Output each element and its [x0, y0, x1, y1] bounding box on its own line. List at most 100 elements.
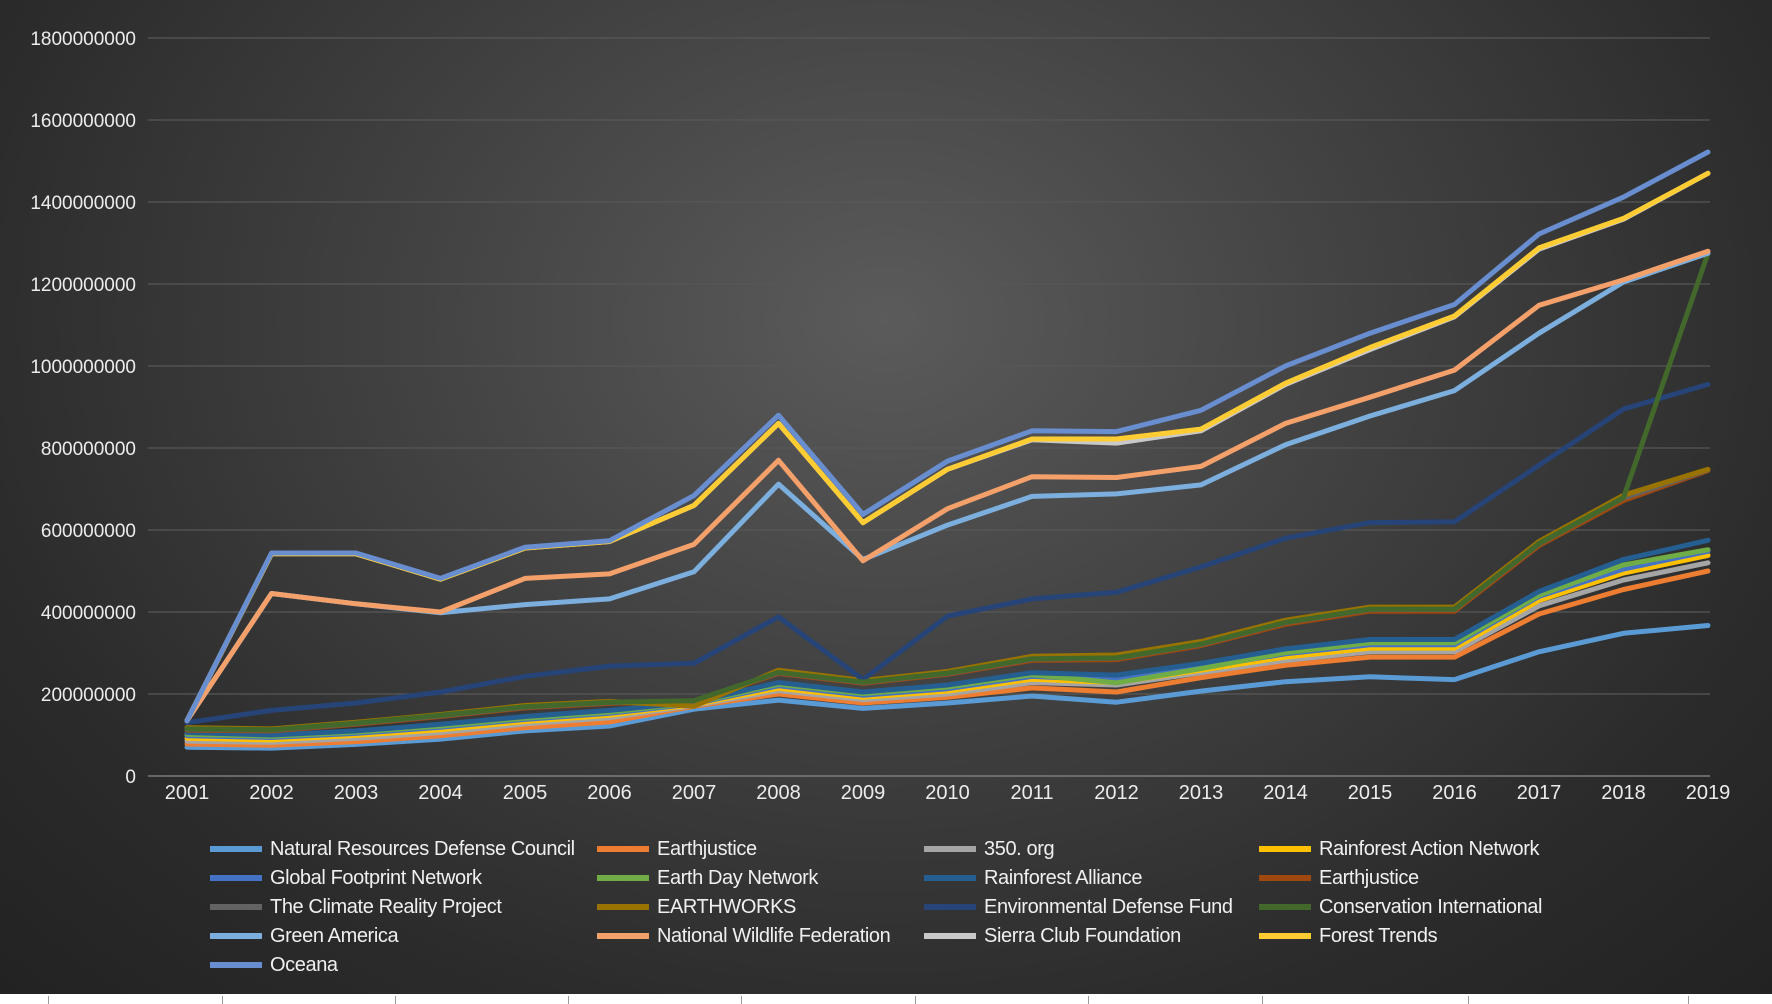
legend-item: Forest Trends: [1259, 925, 1659, 947]
legend-swatch: [210, 904, 262, 910]
x-tick-label: 2010: [925, 782, 970, 804]
legend-label: Earthjustice: [657, 837, 757, 860]
legend-item: Earthjustice: [1259, 867, 1659, 889]
legend-item: Conservation International: [1259, 896, 1659, 918]
legend-swatch: [924, 875, 976, 881]
sheet-grid-line: [1088, 996, 1089, 1004]
x-tick-label: 2012: [1094, 782, 1139, 804]
legend-label: The Climate Reality Project: [270, 895, 502, 918]
legend-item: Earth Day Network: [597, 867, 924, 889]
series-line-3: [184, 560, 1711, 745]
series-line-1: [184, 623, 1711, 751]
legend-label: Earthjustice: [1319, 866, 1419, 889]
legend-label: National Wildlife Federation: [657, 924, 891, 947]
legend-swatch: [210, 933, 262, 939]
legend-swatch: [597, 846, 649, 852]
legend-swatch: [924, 846, 976, 852]
y-tick-label: 1400000000: [30, 193, 136, 214]
x-tick-label: 2016: [1432, 782, 1477, 804]
x-tick-label: 2019: [1686, 782, 1731, 804]
legend-swatch: [924, 933, 976, 939]
legend-swatch: [597, 904, 649, 910]
legend-label: Conservation International: [1319, 895, 1543, 918]
y-tick-label: 1800000000: [30, 29, 136, 50]
legend-swatch: [1259, 846, 1311, 852]
series-line-14: [184, 248, 1711, 724]
series-line-7: [184, 537, 1711, 738]
y-tick-label: 200000000: [41, 685, 136, 706]
x-tick-label: 2002: [249, 782, 294, 804]
y-tick-label: 400000000: [41, 603, 136, 624]
legend-label: Forest Trends: [1319, 924, 1438, 947]
x-tick-label: 2009: [841, 782, 886, 804]
legend-label: Global Footprint Network: [270, 866, 482, 889]
sheet-grid-strip: [0, 994, 1772, 1004]
legend-item: National Wildlife Federation: [597, 925, 924, 947]
x-tick-label: 2003: [334, 782, 379, 804]
x-tick-label: 2004: [418, 782, 463, 804]
legend-label: EARTHWORKS: [657, 895, 796, 918]
legend-item: Earthjustice: [597, 838, 924, 860]
sheet-grid-line: [568, 996, 569, 1004]
legend-label: Environmental Defense Fund: [984, 895, 1233, 918]
legend-item: 350. org: [924, 838, 1259, 860]
y-tick-label: 1000000000: [30, 357, 136, 378]
series-line-2: [184, 568, 1711, 748]
sheet-grid-line: [222, 996, 223, 1004]
legend-swatch: [1259, 904, 1311, 910]
legend-item: Environmental Defense Fund: [924, 896, 1259, 918]
y-axis-ticks: 0 200000000 400000000 600000000 800000000 100…: [30, 29, 136, 788]
sheet-grid-line: [1262, 996, 1263, 1004]
legend-swatch: [1259, 933, 1311, 939]
gridlines: [148, 37, 1710, 777]
legend-item: Rainforest Alliance: [924, 867, 1259, 889]
legend-label: Green America: [270, 924, 399, 947]
legend-swatch: [210, 875, 262, 881]
series-line-13: [184, 250, 1711, 724]
sheet-grid-line: [741, 996, 742, 1004]
series-line-4: [184, 552, 1711, 743]
series-line-12: [184, 250, 1711, 733]
legend-item: Sierra Club Foundation: [924, 925, 1259, 947]
sheet-grid-line: [915, 996, 916, 1004]
sheet-grid-line: [48, 996, 49, 1004]
legend-swatch: [924, 904, 976, 910]
series-line-11: [184, 381, 1711, 726]
x-axis-ticks: 2001 2002 2003 2004 2005 2006 2007 2008 2009 2010…: [165, 782, 1731, 804]
legend-label: Oceana: [270, 953, 338, 976]
y-tick-label: 1200000000: [30, 275, 136, 296]
sheet-grid-line: [395, 996, 396, 1004]
line-chart: 0 200000000 400000000 600000000 800000000 100…: [30, 29, 1731, 804]
legend-item: EARTHWORKS: [597, 896, 924, 918]
y-tick-label: 600000000: [41, 521, 136, 542]
x-tick-label: 2018: [1601, 782, 1646, 804]
x-tick-label: 2008: [756, 782, 801, 804]
series-line-17: [184, 149, 1711, 724]
sheet-grid-line: [1688, 996, 1689, 1004]
legend-label: Natural Resources Defense Council: [270, 837, 575, 860]
x-tick-label: 2017: [1517, 782, 1562, 804]
y-tick-label: 1600000000: [30, 111, 136, 132]
x-tick-label: 2005: [503, 782, 548, 804]
x-tick-label: 2011: [1010, 782, 1053, 804]
legend-item: Green America: [210, 925, 597, 947]
x-tick-label: 2007: [672, 782, 717, 804]
legend-item: The Climate Reality Project: [210, 896, 597, 918]
x-tick-label: 2013: [1179, 782, 1224, 804]
x-tick-label: 2001: [165, 782, 210, 804]
legend-label: Sierra Club Foundation: [984, 924, 1181, 947]
legend-item: Rainforest Action Network: [1259, 838, 1659, 860]
legend-item: Global Footprint Network: [210, 867, 597, 889]
x-tick-label: 2014: [1263, 782, 1308, 804]
legend-label: 350. org: [984, 837, 1055, 860]
legend-swatch: [210, 962, 262, 968]
legend-swatch: [1259, 875, 1311, 881]
y-tick-label: 0: [125, 767, 136, 788]
series-lines: [184, 149, 1711, 751]
sheet-grid-line: [1468, 996, 1469, 1004]
legend: Natural Resources Defense Council Earthju…: [210, 838, 1710, 976]
x-tick-label: 2015: [1348, 782, 1393, 804]
legend-label: Rainforest Alliance: [984, 866, 1143, 889]
y-tick-label: 800000000: [41, 439, 136, 460]
